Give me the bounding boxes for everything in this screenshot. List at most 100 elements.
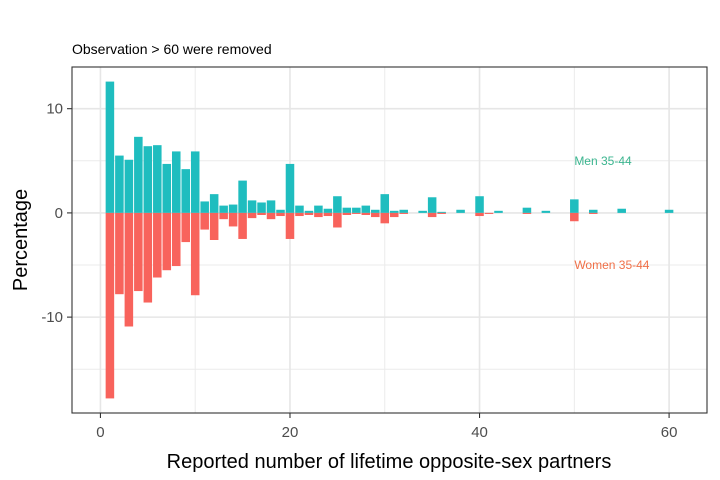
chart-subtitle: Observation > 60 were removed — [72, 41, 272, 57]
bar — [257, 202, 266, 213]
bar — [181, 169, 190, 213]
bar — [105, 81, 115, 213]
bar — [276, 212, 285, 217]
x-tick-label: 0 — [96, 424, 104, 441]
bar — [124, 159, 134, 213]
bar — [190, 151, 200, 213]
bar — [266, 200, 276, 213]
bar — [484, 212, 494, 214]
x-axis: 0 20 40 60 — [96, 413, 677, 441]
y-tick-label: 10 — [46, 101, 63, 118]
bars — [105, 81, 674, 399]
bar — [257, 212, 266, 215]
bar — [115, 212, 124, 295]
bar — [427, 212, 437, 218]
bar — [361, 212, 371, 215]
bar — [181, 212, 190, 243]
bar — [171, 151, 181, 213]
series-labels: Men 35-44 Women 35-44 — [574, 154, 649, 272]
bar — [570, 199, 579, 213]
bar — [522, 212, 532, 214]
bar — [200, 212, 209, 230]
bar — [427, 197, 437, 213]
bar — [389, 210, 399, 213]
bar — [219, 205, 228, 213]
y-axis-title: Percentage — [10, 189, 32, 291]
bar — [361, 205, 371, 213]
series-label: Men 35-44 — [574, 154, 632, 168]
y-tick-label: 0 — [55, 205, 63, 222]
y-axis: -10 0 10 — [41, 101, 72, 326]
bar — [333, 212, 342, 228]
bar — [304, 210, 314, 213]
bar — [437, 212, 446, 214]
bar — [314, 205, 323, 213]
x-tick-label: 60 — [661, 424, 678, 441]
plot-border — [71, 66, 708, 414]
bar — [304, 212, 314, 215]
bar — [617, 208, 626, 213]
bar — [475, 196, 484, 213]
x-tick-label: 40 — [471, 424, 488, 441]
bar — [238, 180, 247, 213]
bar — [171, 212, 181, 267]
bar — [380, 212, 390, 224]
bar — [124, 212, 134, 327]
bar — [153, 212, 162, 278]
bar — [541, 210, 551, 213]
x-tick-label: 20 — [282, 424, 299, 441]
bar — [494, 210, 503, 213]
bar — [266, 212, 276, 220]
bar — [209, 212, 219, 240]
bar — [115, 155, 124, 213]
bar — [276, 209, 285, 213]
bar — [162, 212, 172, 271]
bar — [134, 136, 143, 213]
bar — [285, 163, 295, 213]
bar — [664, 209, 674, 213]
bar — [105, 212, 115, 399]
bar — [389, 212, 399, 218]
bar — [153, 145, 162, 213]
bar — [323, 208, 333, 213]
bar — [247, 212, 257, 219]
bar — [418, 210, 427, 213]
bar — [219, 212, 228, 220]
bar — [570, 212, 579, 222]
bar — [323, 212, 333, 217]
bar — [200, 201, 209, 213]
bar — [342, 212, 352, 215]
x-axis-title: Reported number of lifetime opposite-sex… — [167, 451, 612, 473]
bar — [475, 212, 484, 217]
bar — [399, 209, 408, 213]
y-tick-label: -10 — [41, 309, 63, 326]
bar — [247, 200, 257, 213]
bar — [352, 207, 361, 213]
bar — [371, 212, 380, 218]
bar — [228, 204, 238, 213]
bar — [295, 205, 304, 213]
bar — [437, 211, 446, 213]
bar — [190, 212, 200, 296]
bar — [314, 212, 323, 218]
bar — [238, 212, 247, 239]
bar — [352, 212, 361, 214]
bar — [333, 196, 342, 213]
bar — [342, 207, 352, 213]
bar — [371, 209, 380, 213]
bar — [143, 212, 153, 303]
bar — [143, 146, 153, 213]
bar — [295, 212, 304, 217]
bar — [589, 212, 598, 214]
series-label: Women 35-44 — [574, 258, 649, 272]
bar — [228, 212, 238, 227]
bar — [209, 194, 219, 213]
bar — [399, 212, 408, 214]
bar — [380, 194, 390, 213]
bar — [285, 212, 295, 239]
bar — [162, 163, 172, 213]
bar — [589, 209, 598, 213]
bar — [456, 209, 465, 213]
bar — [522, 207, 532, 213]
